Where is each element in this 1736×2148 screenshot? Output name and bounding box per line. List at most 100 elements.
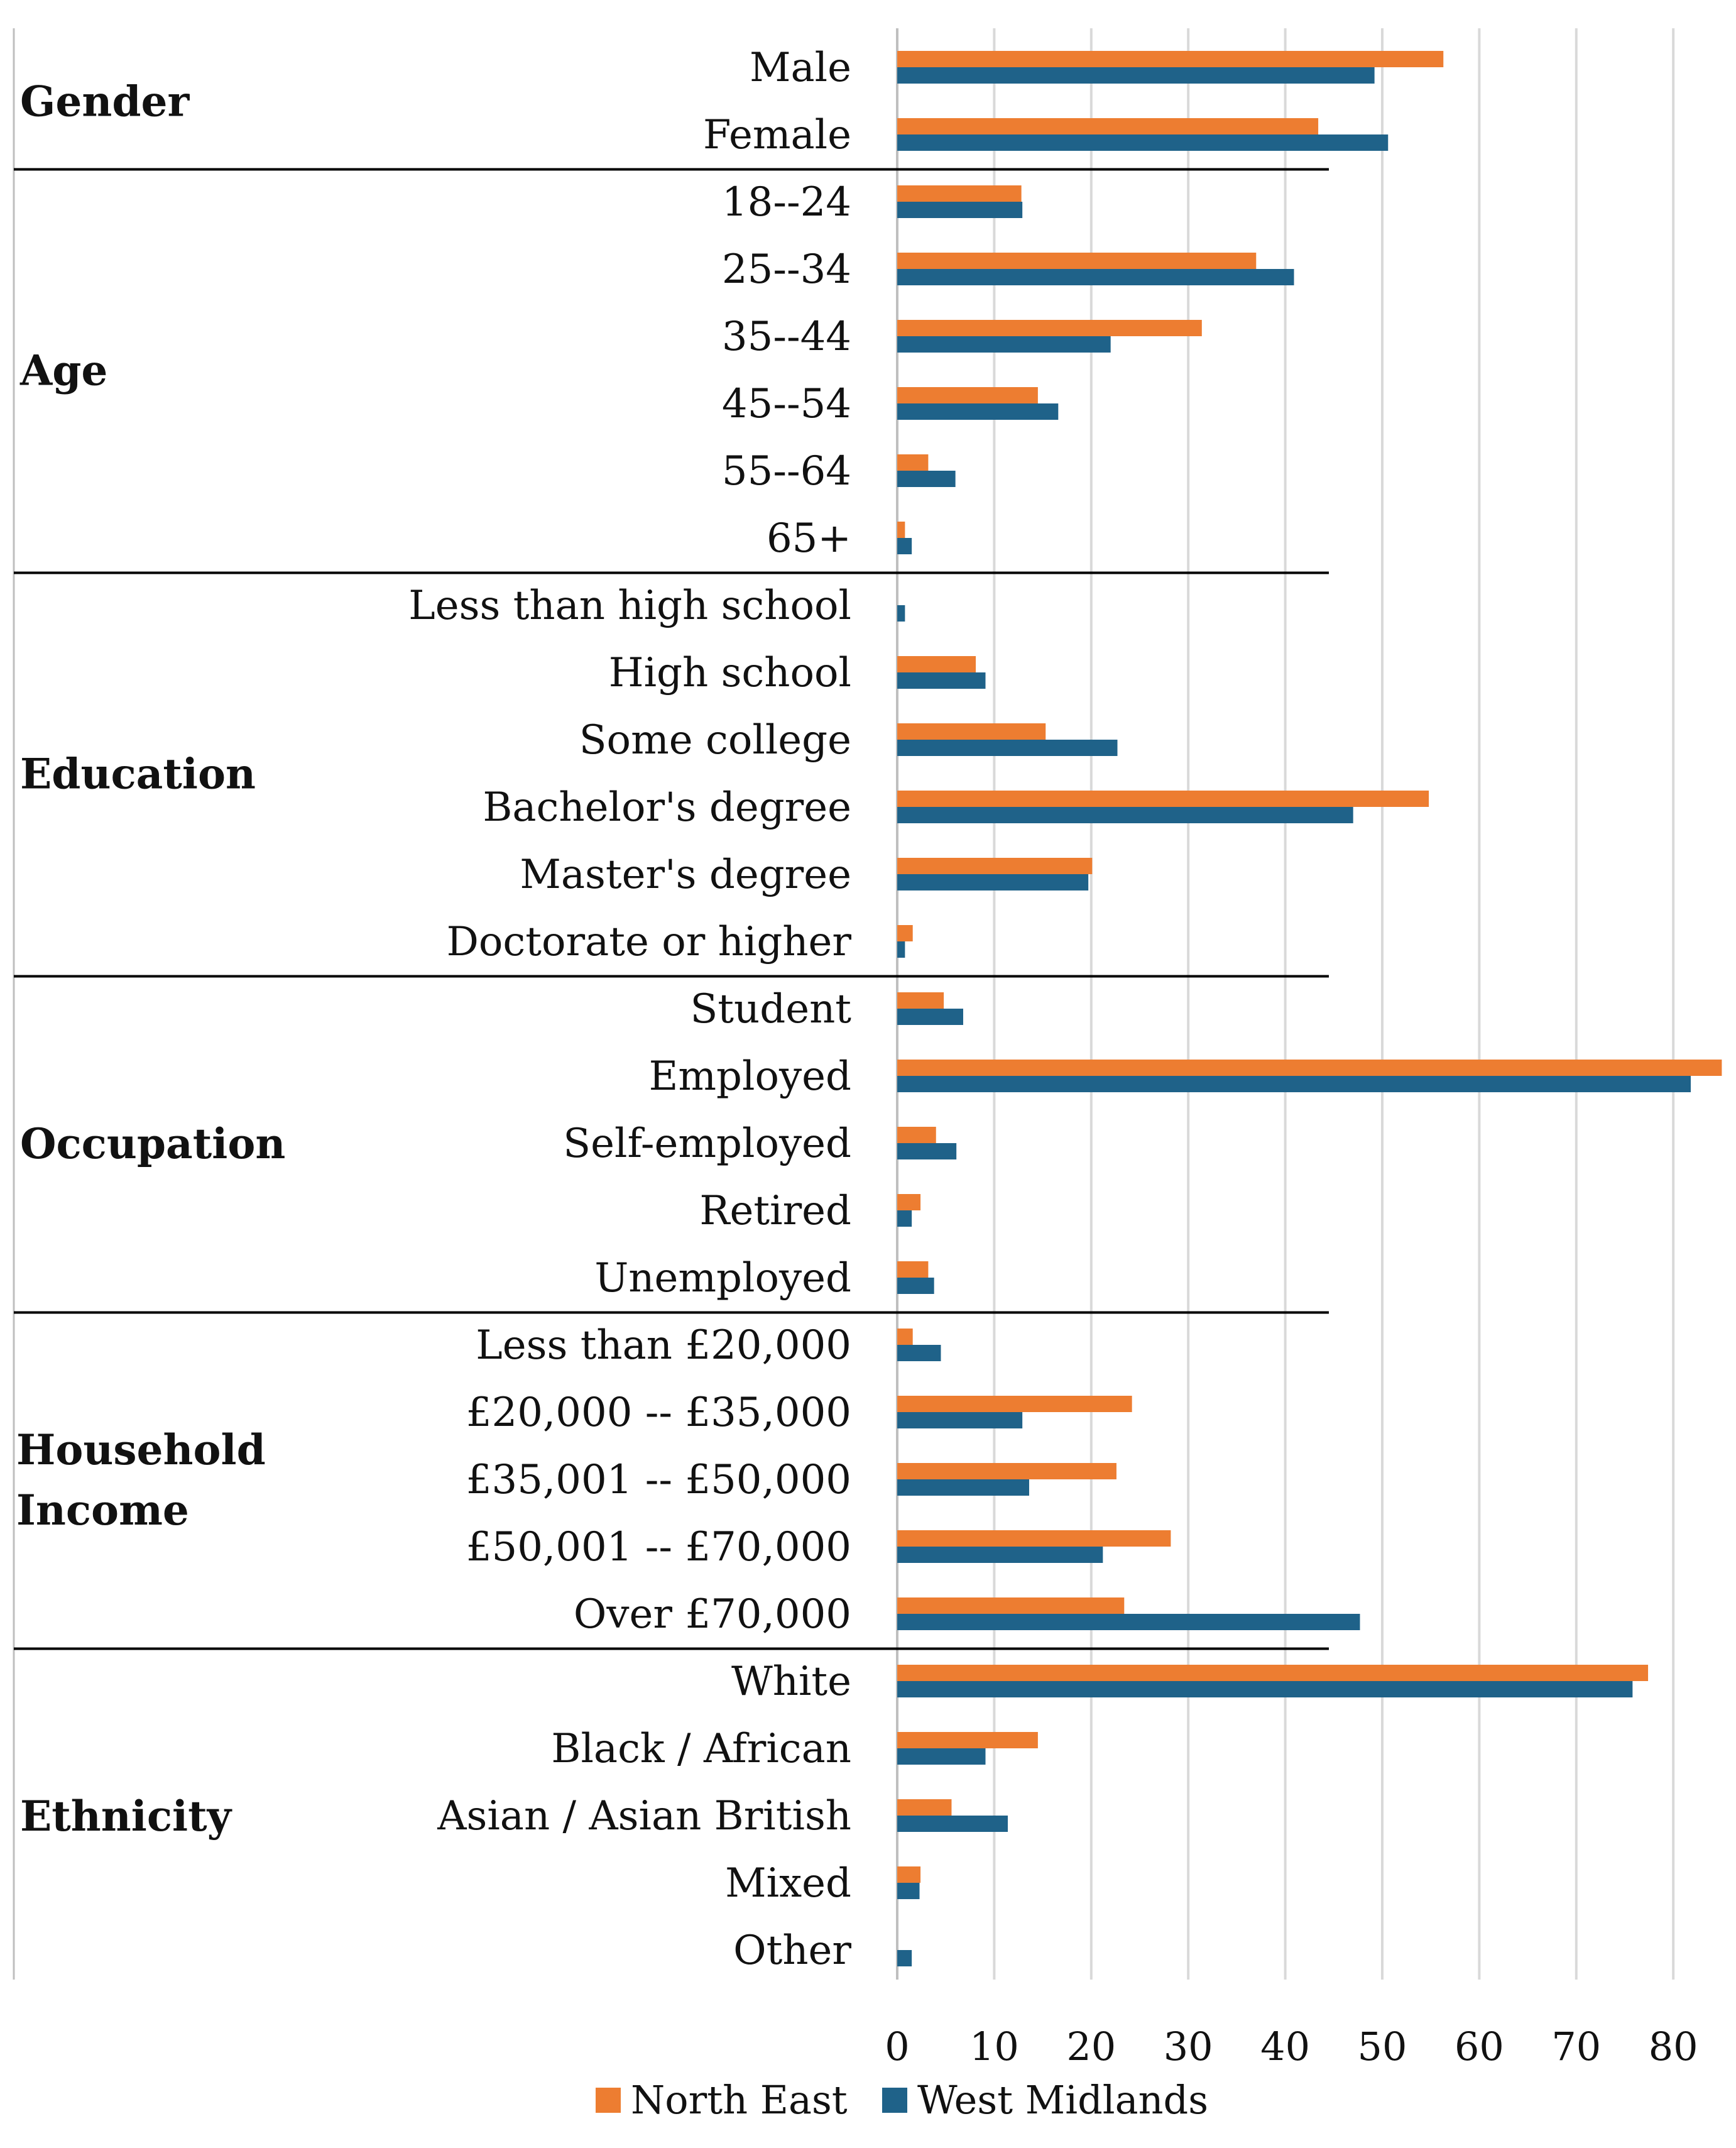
bar-west-midlands-male — [897, 67, 1375, 84]
bar-west-midlands-35-44 — [897, 336, 1111, 353]
bar-north-east-55-64 — [897, 454, 929, 471]
bar-west-midlands-25-34 — [897, 269, 1294, 285]
category-label-25-34: 25--34 — [722, 246, 851, 293]
category-label-20-000-35-000: £20,000 -- £35,000 — [466, 1389, 851, 1436]
x-tick-label-70: 70 — [1551, 2024, 1601, 2069]
bar-west-midlands-bachelor-s-degree — [897, 807, 1353, 823]
bar-north-east-less-than-20-000 — [897, 1329, 913, 1345]
group-label-line: Income — [16, 1486, 189, 1535]
bar-north-east-doctorate-or-higher — [897, 925, 913, 941]
category-label-50-001-70-000: £50,001 -- £70,000 — [466, 1524, 851, 1570]
group-label-line: Household — [16, 1425, 266, 1474]
gridlines — [896, 28, 1675, 1980]
group-label-household-income: Household Income — [16, 1425, 266, 1535]
category-label-master-s-degree: Master's degree — [520, 852, 851, 898]
category-label-some-college: Some college — [579, 717, 851, 764]
bar-north-east-65 — [897, 522, 905, 538]
bar-north-east-male — [897, 51, 1444, 67]
bars — [897, 51, 1722, 1966]
category-label-asian-asian-british: Asian / Asian British — [437, 1793, 851, 1839]
legend-swatch-north-east — [596, 2088, 621, 2113]
bar-west-midlands-retired — [897, 1210, 912, 1227]
bar-north-east-35-44 — [897, 320, 1202, 336]
bar-north-east-bachelor-s-degree — [897, 791, 1429, 807]
category-label-bachelor-s-degree: Bachelor's degree — [483, 784, 851, 831]
category-label-employed: Employed — [649, 1053, 851, 1100]
category-label-less-than-high-school: Less than high school — [408, 583, 851, 629]
group-label-occupation: Occupation — [20, 1119, 285, 1168]
bar-north-east-25-34 — [897, 253, 1257, 269]
bar-west-midlands-unemployed — [897, 1278, 934, 1294]
bar-west-midlands-student — [897, 1009, 963, 1025]
legend-label-north-east: North East — [631, 2077, 848, 2123]
bar-west-midlands-master-s-degree — [897, 874, 1089, 890]
x-tick-label-20: 20 — [1066, 2024, 1116, 2069]
category-labels: Male Female 18--24 25--34 35--44 45--54 55--64… — [408, 45, 851, 1974]
category-label-mixed: Mixed — [725, 1860, 851, 1907]
x-tick-label-50: 50 — [1358, 2024, 1407, 2069]
bar-west-midlands-white — [897, 1681, 1633, 1697]
bar-north-east-female — [897, 118, 1319, 134]
bar-west-midlands-mixed — [897, 1883, 920, 1899]
bar-north-east-asian-asian-british — [897, 1799, 952, 1816]
bar-west-midlands-black-african — [897, 1748, 986, 1765]
bar-west-midlands-45-54 — [897, 403, 1059, 420]
bar-north-east-white — [897, 1665, 1649, 1681]
bar-north-east-45-54 — [897, 387, 1038, 403]
legend-swatch-west-midlands — [882, 2088, 907, 2113]
group-label-education: Education — [20, 750, 256, 799]
bar-west-midlands-35-001-50-000 — [897, 1479, 1029, 1496]
category-label-male: Male — [750, 45, 851, 91]
x-axis-ticks: 0 10 20 30 40 50 60 70 80 — [885, 2024, 1698, 2069]
group-label-age: Age — [19, 346, 107, 395]
group-separators — [13, 28, 1329, 1980]
category-label-white: White — [731, 1658, 851, 1705]
category-label-65: 65+ — [767, 515, 851, 562]
bar-north-east-employed — [897, 1060, 1722, 1076]
x-tick-label-10: 10 — [969, 2024, 1019, 2069]
bar-north-east-18-24 — [897, 185, 1022, 202]
group-labels: Gender Age Education Occupation Household Inc… — [16, 77, 285, 1841]
bar-north-east-retired — [897, 1194, 921, 1210]
x-tick-label-60: 60 — [1455, 2024, 1504, 2069]
category-label-doctorate-or-higher: Doctorate or higher — [447, 919, 852, 965]
bar-north-east-black-african — [897, 1732, 1038, 1748]
x-tick-label-0: 0 — [885, 2024, 909, 2069]
bar-west-midlands-doctorate-or-higher — [897, 941, 905, 958]
bar-north-east-over-70-000 — [897, 1597, 1125, 1614]
category-label-less-than-20-000: Less than £20,000 — [476, 1322, 851, 1369]
x-tick-label-40: 40 — [1260, 2024, 1310, 2069]
category-label-55-64: 55--64 — [722, 448, 851, 495]
bar-west-midlands-65 — [897, 538, 912, 554]
bar-west-midlands-asian-asian-british — [897, 1816, 1008, 1832]
bar-west-midlands-50-001-70-000 — [897, 1547, 1103, 1563]
bar-north-east-some-college — [897, 723, 1046, 740]
bar-west-midlands-high-school — [897, 672, 986, 689]
category-label-student: Student — [690, 986, 851, 1033]
bar-west-midlands-55-64 — [897, 471, 956, 487]
bar-west-midlands-self-employed — [897, 1143, 957, 1159]
bar-north-east-unemployed — [897, 1261, 929, 1278]
category-label-45-54: 45--54 — [722, 381, 851, 427]
x-tick-label-80: 80 — [1649, 2024, 1698, 2069]
bar-north-east-mixed — [897, 1866, 921, 1883]
category-label-over-70-000: Over £70,000 — [574, 1591, 851, 1638]
x-tick-label-30: 30 — [1164, 2024, 1213, 2069]
category-label-self-employed: Self-employed — [563, 1121, 851, 1167]
bar-west-midlands-some-college — [897, 740, 1118, 756]
group-label-gender: Gender — [20, 77, 190, 126]
bar-north-east-50-001-70-000 — [897, 1530, 1171, 1547]
bar-west-midlands-employed — [897, 1076, 1691, 1092]
category-label-unemployed: Unemployed — [594, 1255, 851, 1301]
category-label-35-001-50-000: £35,001 -- £50,000 — [466, 1457, 851, 1503]
category-label-black-african: Black / African — [551, 1726, 851, 1772]
bar-north-east-self-employed — [897, 1127, 936, 1143]
bar-west-midlands-less-than-high-school — [897, 605, 905, 622]
category-label-retired: Retired — [699, 1188, 851, 1234]
bar-north-east-high-school — [897, 656, 976, 672]
category-label-female: Female — [703, 112, 851, 158]
category-label-18-24: 18--24 — [722, 179, 851, 226]
bar-west-midlands-female — [897, 134, 1389, 151]
bar-west-midlands-less-than-20-000 — [897, 1345, 941, 1361]
